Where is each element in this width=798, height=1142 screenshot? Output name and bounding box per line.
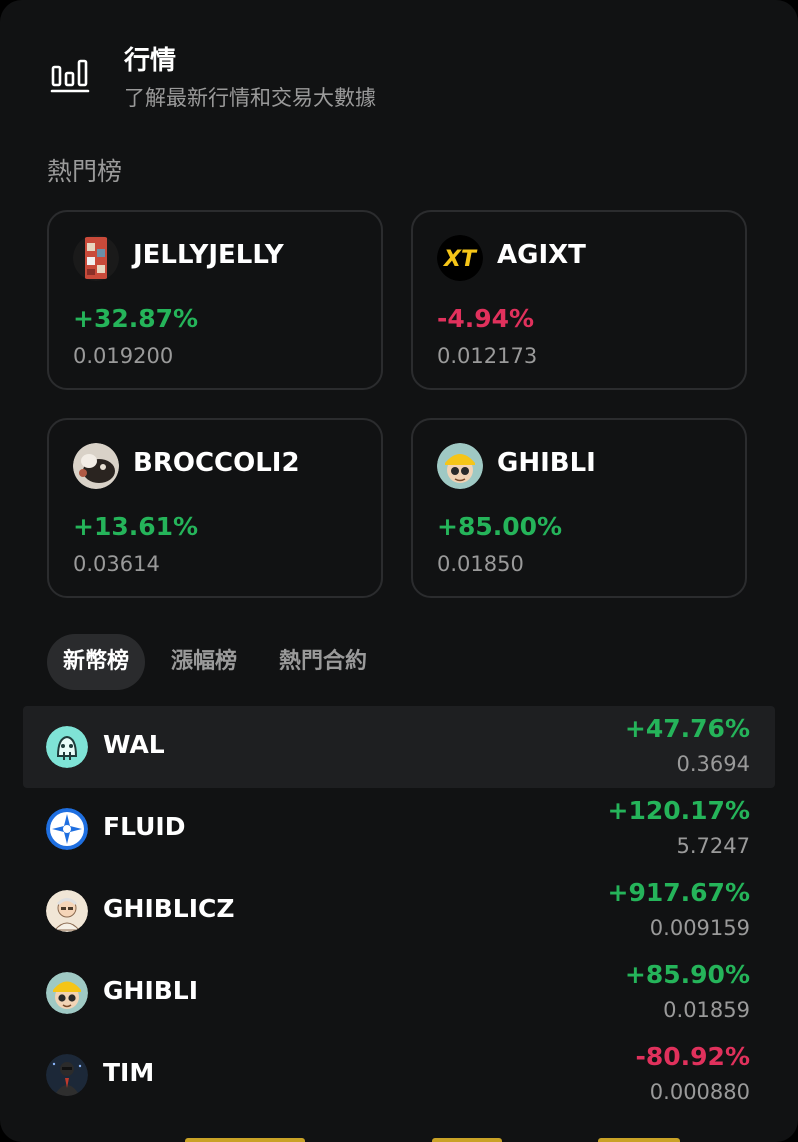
list-item-name: TIM bbox=[103, 1058, 155, 1087]
broccoli2-logo-icon bbox=[73, 443, 119, 489]
svg-text:XT: XT bbox=[442, 247, 478, 272]
list-item-change: +120.17% bbox=[607, 796, 750, 825]
card-name: GHIBLI bbox=[497, 448, 596, 478]
card-price: 0.03614 bbox=[73, 552, 160, 576]
card-price: 0.012173 bbox=[437, 344, 538, 368]
card-change: +13.61% bbox=[73, 512, 199, 541]
list-item-price: 0.000880 bbox=[649, 1080, 750, 1104]
hot-card-ghibli[interactable]: GHIBLI +85.00% 0.01850 bbox=[411, 418, 747, 598]
hot-list-title: 熱門榜 bbox=[47, 157, 123, 186]
tab-hot-contracts[interactable]: 熱門合約 bbox=[279, 649, 368, 674]
list-item-change: -80.92% bbox=[635, 1042, 750, 1071]
agixt-logo-icon: XT bbox=[437, 235, 483, 281]
ghibli-logo-icon bbox=[46, 972, 88, 1014]
fluid-logo-icon bbox=[46, 808, 88, 850]
card-price: 0.01850 bbox=[437, 552, 524, 576]
tab-gainers[interactable]: 漲幅榜 bbox=[171, 649, 238, 674]
card-change: +32.87% bbox=[73, 304, 199, 333]
bottom-decoration bbox=[185, 1138, 305, 1142]
hot-card-broccoli2[interactable]: BROCCOLI2 +13.61% 0.03614 bbox=[47, 418, 383, 598]
page-subtitle: 了解最新行情和交易大數據 bbox=[124, 86, 376, 110]
ghiblicz-logo-icon bbox=[46, 890, 88, 932]
card-name: AGIXT bbox=[497, 240, 586, 270]
hot-card-jellyjelly[interactable]: JELLYJELLY +32.87% 0.019200 bbox=[47, 210, 383, 390]
card-change: -4.94% bbox=[437, 304, 535, 333]
list-item-name: GHIBLICZ bbox=[103, 894, 235, 923]
list-item-wal[interactable]: WAL +47.76% 0.3694 bbox=[23, 706, 775, 788]
tab-new-coins[interactable]: 新幣榜 bbox=[47, 634, 146, 690]
card-name: JELLYJELLY bbox=[133, 240, 284, 270]
jellyjelly-logo-icon bbox=[73, 235, 119, 281]
page-title: 行情 bbox=[124, 46, 177, 76]
hot-card-agixt[interactable]: XT AGIXT -4.94% 0.012173 bbox=[411, 210, 747, 390]
list-item-price: 5.7247 bbox=[676, 834, 750, 858]
list-item-price: 0.01859 bbox=[663, 998, 750, 1022]
list-item-tim[interactable]: TIM -80.92% 0.000880 bbox=[23, 1034, 775, 1116]
bottom-decoration bbox=[598, 1138, 680, 1142]
ghibli-logo-icon bbox=[437, 443, 483, 489]
list-item-change: +47.76% bbox=[624, 714, 750, 743]
list-item-change: +917.67% bbox=[607, 878, 750, 907]
list-item-name: FLUID bbox=[103, 812, 186, 841]
tim-logo-icon bbox=[46, 1054, 88, 1096]
list-item-name: WAL bbox=[103, 730, 165, 759]
card-change: +85.00% bbox=[437, 512, 563, 541]
card-price: 0.019200 bbox=[73, 344, 174, 368]
wal-logo-icon bbox=[46, 726, 88, 768]
list-item-ghiblicz[interactable]: GHIBLICZ +917.67% 0.009159 bbox=[23, 870, 775, 952]
list-item-ghibli[interactable]: GHIBLI +85.90% 0.01859 bbox=[23, 952, 775, 1034]
bar-chart-icon bbox=[50, 59, 90, 93]
list-item-change: +85.90% bbox=[624, 960, 750, 989]
bottom-decoration bbox=[432, 1138, 502, 1142]
card-name: BROCCOLI2 bbox=[133, 448, 300, 478]
list-item-price: 0.009159 bbox=[649, 916, 750, 940]
list-item-name: GHIBLI bbox=[103, 976, 199, 1005]
list-item-price: 0.3694 bbox=[676, 752, 750, 776]
list-item-fluid[interactable]: FLUID +120.17% 5.7247 bbox=[23, 788, 775, 870]
